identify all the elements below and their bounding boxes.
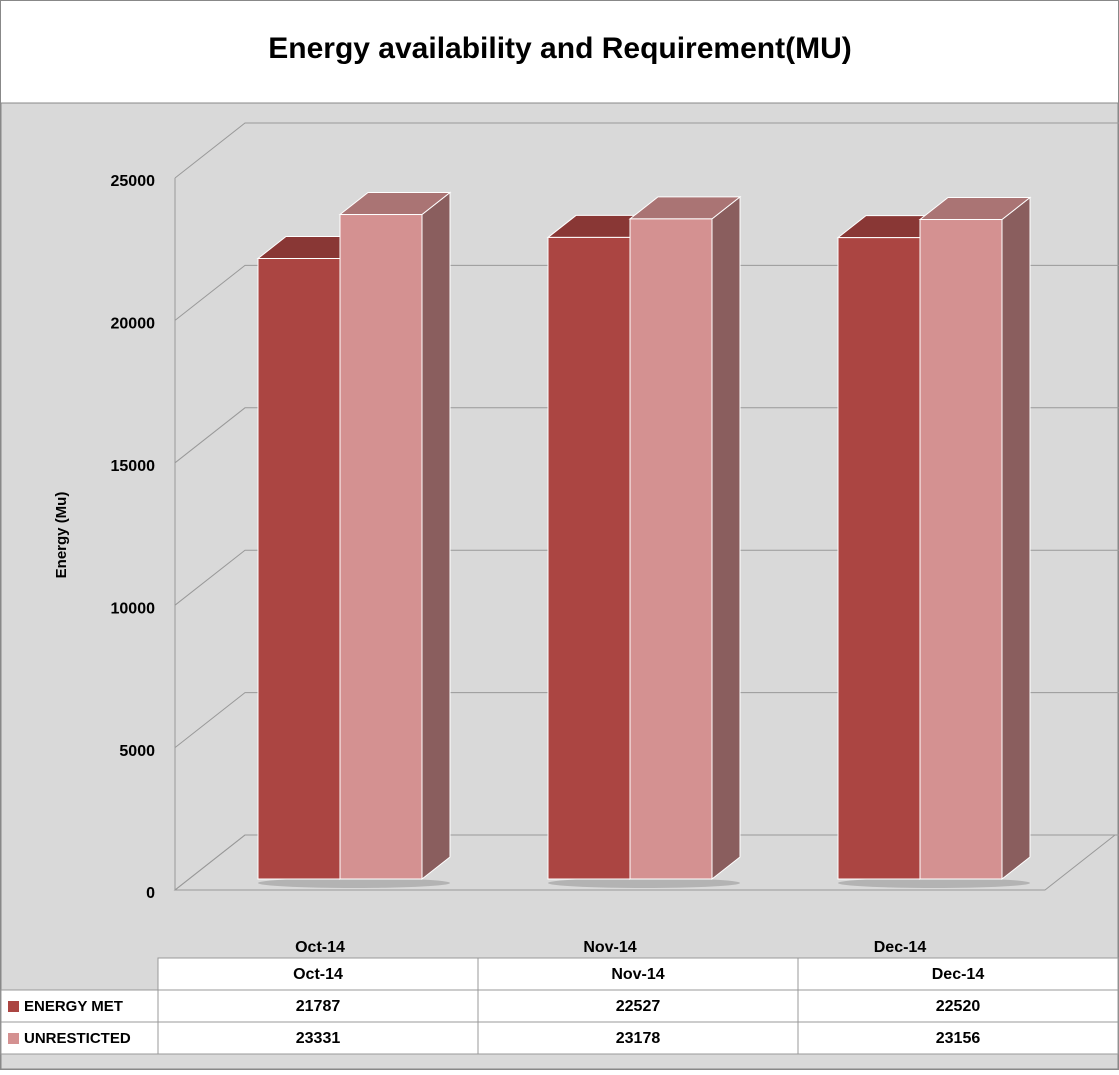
grid-line xyxy=(174,692,1119,748)
y-tick-label: 10000 xyxy=(111,600,156,617)
bar xyxy=(339,214,423,880)
grid-line xyxy=(174,264,1119,321)
table-header: Dec-14 xyxy=(932,966,985,983)
legend-label: UNRESTICTED xyxy=(24,1030,131,1047)
y-tick-label: 5000 xyxy=(119,743,155,760)
bar xyxy=(629,218,713,880)
bar-side xyxy=(421,191,451,881)
bar xyxy=(257,258,341,880)
bar-shadow xyxy=(258,878,450,888)
legend-key xyxy=(8,1033,19,1044)
grid-line xyxy=(174,122,1119,179)
y-tick-label: 15000 xyxy=(111,458,156,475)
y-tick-label: 0 xyxy=(146,885,155,902)
x-tick-label: Nov-14 xyxy=(583,939,636,956)
grid-line xyxy=(174,549,1119,606)
x-tick-label: Dec-14 xyxy=(874,939,927,956)
bar-side xyxy=(1001,196,1031,881)
bar xyxy=(547,236,631,880)
bar xyxy=(837,237,921,880)
y-tick-label: 20000 xyxy=(111,316,156,333)
table-value: 22527 xyxy=(616,998,661,1015)
y-tick-label: 25000 xyxy=(111,173,156,190)
table-header: Oct-14 xyxy=(293,966,343,983)
grid-line xyxy=(174,407,1119,464)
table-header: Nov-14 xyxy=(611,966,664,983)
table-value: 21787 xyxy=(296,998,341,1015)
legend-key xyxy=(8,1001,19,1012)
table-value: 23331 xyxy=(296,1030,341,1047)
legend-label: ENERGY MET xyxy=(24,998,123,1015)
table-header-cells xyxy=(157,957,1119,991)
bar-side xyxy=(711,195,741,881)
table-value: 23178 xyxy=(616,1030,661,1047)
chart-title: Energy availability and Requirement(MU) xyxy=(268,32,851,65)
bar-shadow xyxy=(548,878,740,888)
y-axis-label: Energy (Mu) xyxy=(53,492,70,579)
grid-line xyxy=(174,834,1119,891)
bar-shadow xyxy=(838,878,1030,888)
x-tick-label: Oct-14 xyxy=(295,939,345,956)
table-value: 23156 xyxy=(936,1030,981,1047)
bar xyxy=(919,219,1003,880)
table-value: 22520 xyxy=(936,998,981,1015)
